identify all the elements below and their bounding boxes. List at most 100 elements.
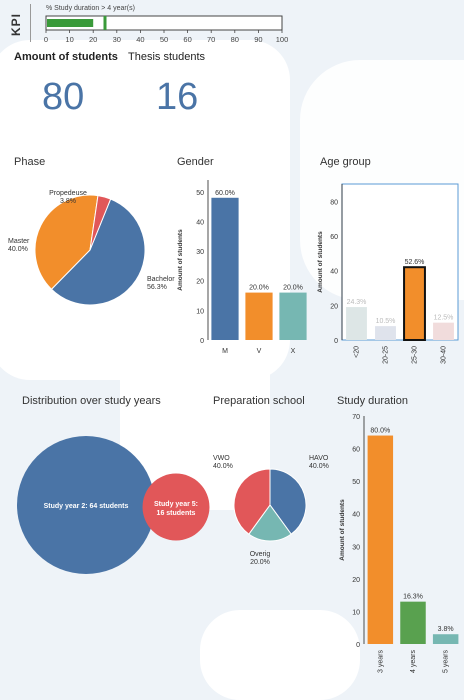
x-tick-label: 4 years [410,650,417,673]
y-tick-label: 0 [356,642,360,649]
y-tick-label: 10 [196,308,204,315]
kpi-tick-label: 20 [89,35,97,44]
kpi-tick-label: 70 [207,35,215,44]
pie-slice-bachelor [50,198,146,306]
pie-slice-master [34,194,99,290]
bar-data-label: 3.8% [438,626,454,633]
bar-30-40 [433,322,454,340]
bar-data-label: 16.3% [403,594,423,601]
age-bar-chart: 0 20 40 60 80 Amount of students 24.3% <20 10.5%… [317,183,459,364]
bar-5 years [432,634,459,644]
kpi-gauge: 0 10 20 30 40 50 60 70 80 90 100 [44,15,289,44]
y-tick-label: 80 [330,199,338,206]
duration-bar-chart: 0 10 20 30 40 50 60 70 Amount of students 80.0% 3 … [339,414,459,673]
bar-data-label: 24.3% [347,299,367,306]
y-axis-label: Amount of students [177,229,184,291]
kpi-tick-label: 30 [113,35,121,44]
kpi-tick-label: 90 [254,35,262,44]
distribution-chart-title: Distribution over study years [22,395,161,407]
bar-3 years [367,435,394,644]
pie-pct-havo: 40.0% [309,463,329,470]
y-tick-label: 40 [352,512,360,519]
gender-bar-chart: 0 10 20 30 40 50 Amount of students 60.0% M 20.0%… [177,180,307,355]
pie-slice-havo [269,468,307,535]
amount-students-value: 80 [42,76,85,118]
x-tick-label: 20-25 [383,346,390,364]
age-chart-title: Age group [320,156,371,168]
bar-V [245,292,273,340]
bar-data-label: 60.0% [215,190,235,197]
y-tick-label: 60 [330,234,338,241]
y-tick-label: 50 [196,190,204,197]
bubble-label: Study year 2: 64 students [44,503,129,510]
amount-students-label: Amount of students [14,51,118,63]
bar-data-label: 10.5% [376,318,396,325]
bar-data-label: 20.0% [249,285,269,292]
y-tick-label: 0 [334,338,338,345]
pie-pct-overig: 20.0% [250,559,270,566]
y-tick-label: 20 [196,279,204,286]
y-tick-label: 0 [200,338,204,345]
y-tick-label: 20 [330,303,338,310]
y-tick-label: 70 [352,414,360,421]
y-tick-label: 30 [196,249,204,256]
bar-data-label: 80.0% [370,428,390,435]
pie-slice-vwo [233,468,271,535]
y-tick-label: 40 [196,219,204,226]
thesis-students-value: 16 [156,76,199,118]
bar-20-25 [375,326,396,340]
x-tick-label: M [222,348,228,355]
x-tick-label: 30-40 [441,346,448,364]
kpi-tick-label: 10 [65,35,73,44]
x-tick-label: <20 [354,346,361,358]
kpi-tick-label: 80 [231,35,239,44]
kpi-divider [30,4,31,42]
x-tick-label: X [291,348,296,355]
x-tick-label: 25-30 [412,346,419,364]
pie-label-master: Master [8,238,30,245]
kpi-tick-label: 0 [44,35,48,44]
pie-slice-overig [248,504,292,542]
pie-pct-master: 40.0% [8,246,28,253]
bar-M [211,197,239,340]
pie-label-bachelor: Bachelor [147,276,175,283]
duration-chart-title: Study duration [337,395,408,407]
phase-chart-title: Phase [14,156,46,168]
bubble-label: 16 students [157,510,196,517]
background-shape [200,610,360,700]
pie-label-propedeuse: Propedeuse [49,190,87,197]
prep-chart-title: Preparation school [213,395,305,407]
pie-label-havo: HAVO [309,455,329,462]
x-tick-label: 5 years [443,650,450,673]
bar-X [279,292,307,340]
bar-data-label: 20.0% [283,285,303,292]
kpi-tick-label: 100 [276,35,289,44]
kpi-tick-label: 40 [136,35,144,44]
y-tick-label: 60 [352,447,360,454]
y-tick-label: 50 [352,479,360,486]
kpi-gauge-bar [47,19,94,27]
y-tick-label: 40 [330,269,338,276]
y-tick-label: 30 [352,544,360,551]
kpi-tick-label: 60 [183,35,191,44]
pie-pct-vwo: 40.0% [213,463,233,470]
y-axis-label: Amount of students [317,231,324,293]
bar-4 years [400,601,426,644]
bubble-label: Study year 5: [154,501,198,508]
x-tick-label: V [257,348,262,355]
pie-slice-propedeuse [89,195,112,251]
bubble-study-year-5 [142,473,210,541]
y-tick-label: 10 [352,609,360,616]
bar-data-label: 52.6% [405,259,425,266]
pie-label-vwo: VWO [213,455,230,462]
bar-data-label: 12.5% [434,315,454,322]
kpi-label: KPI [9,12,23,36]
kpi-gauge-title: % Study duration > 4 year(s) [46,5,135,12]
thesis-students-label: Thesis students [128,51,206,63]
pie-pct-propedeuse: 3.8% [60,198,76,205]
bar-25-30 [403,266,426,341]
y-axis-label: Amount of students [339,499,346,561]
bubble-study-year-2 [17,436,155,574]
